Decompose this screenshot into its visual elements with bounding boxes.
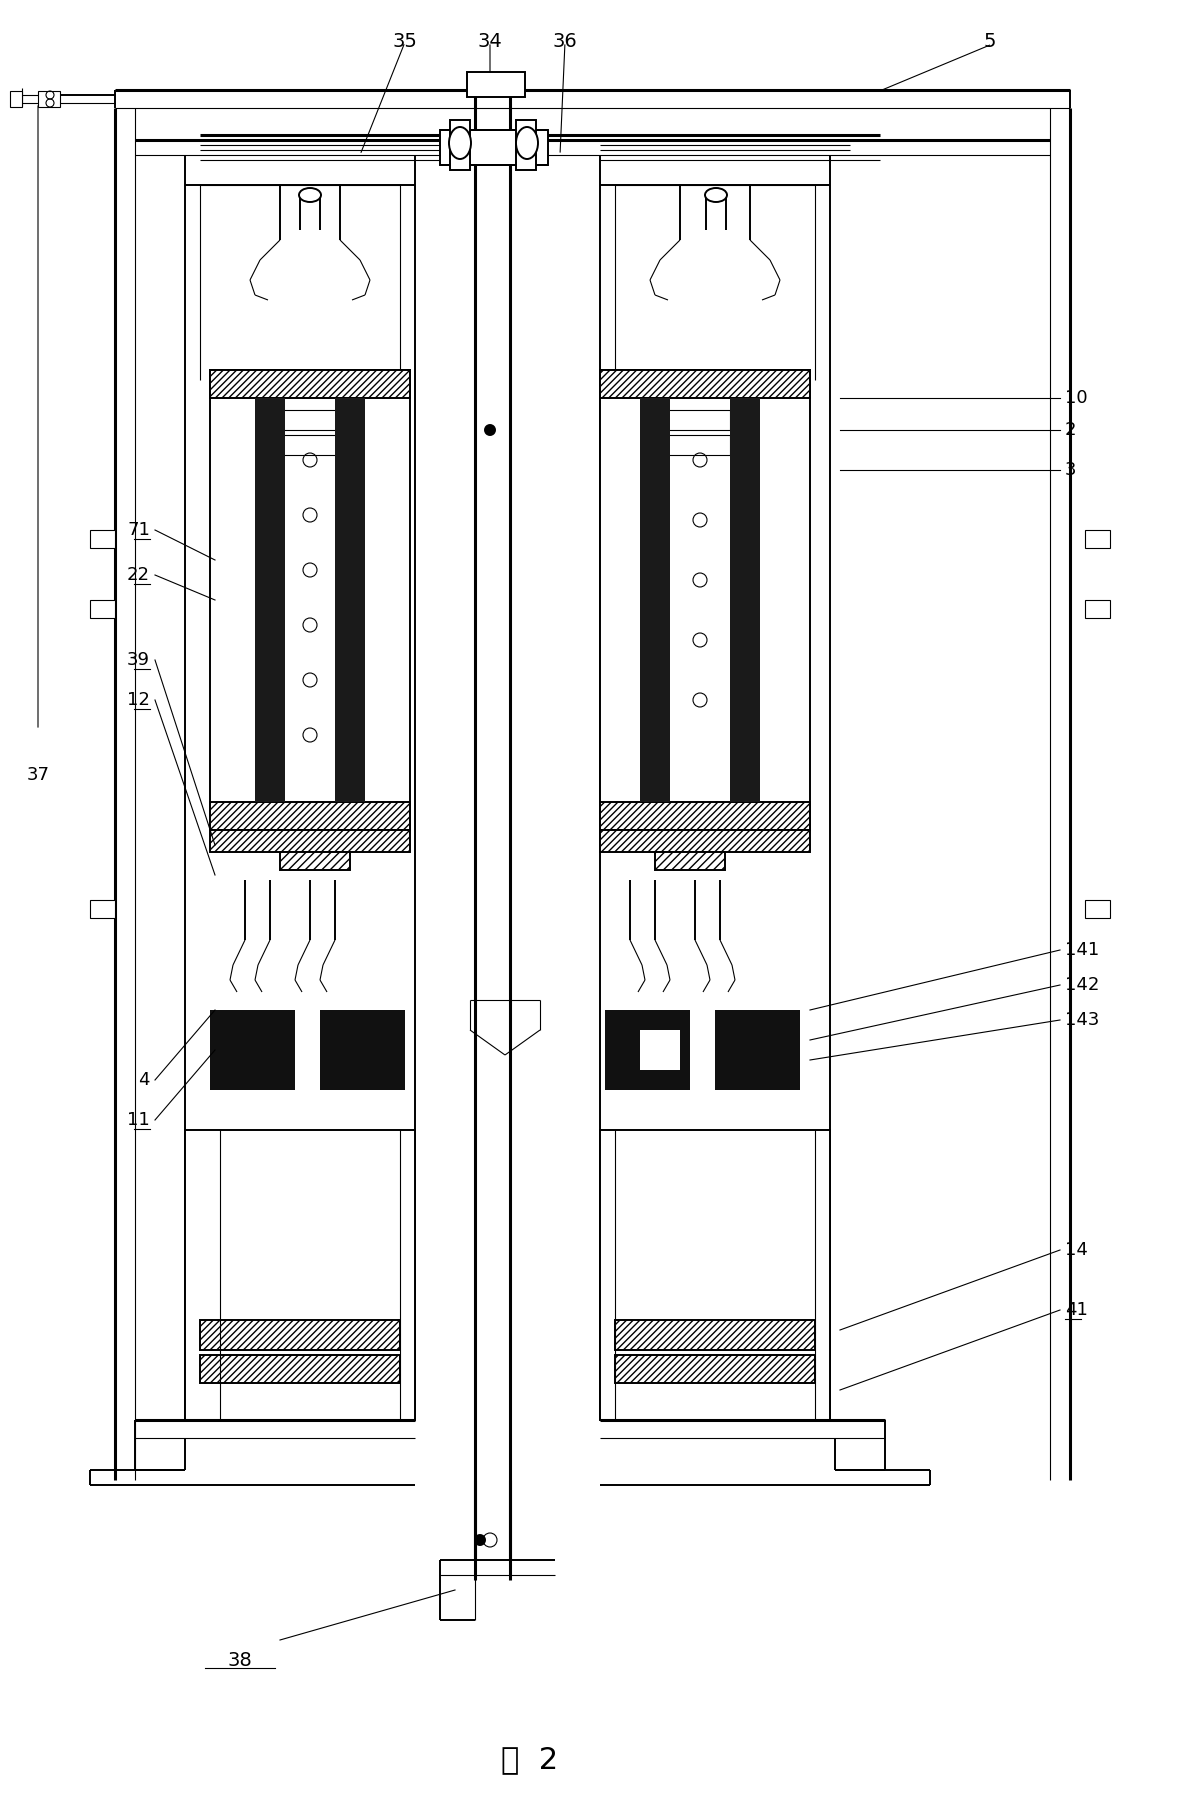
Bar — [655, 851, 725, 869]
Text: 142: 142 — [1066, 977, 1099, 993]
Bar — [210, 369, 410, 829]
Bar — [467, 73, 526, 96]
Circle shape — [475, 1535, 485, 1544]
Bar — [210, 369, 410, 398]
Text: 36: 36 — [553, 33, 577, 51]
Bar — [646, 1040, 674, 1062]
Bar — [616, 1321, 815, 1350]
Bar — [715, 1010, 800, 1090]
Text: 141: 141 — [1066, 940, 1099, 959]
Text: 39: 39 — [127, 651, 150, 669]
Bar — [10, 91, 22, 107]
Bar — [270, 435, 350, 455]
Bar — [90, 529, 115, 548]
Ellipse shape — [706, 187, 727, 202]
Bar — [90, 900, 115, 919]
Bar — [335, 398, 365, 802]
Bar — [256, 398, 286, 802]
Circle shape — [485, 426, 496, 435]
Bar — [200, 1355, 400, 1382]
Bar — [600, 1130, 830, 1421]
Bar — [600, 369, 810, 398]
Text: 5: 5 — [984, 33, 996, 51]
Ellipse shape — [449, 127, 470, 158]
Text: 22: 22 — [127, 566, 150, 584]
Bar — [450, 120, 470, 169]
Bar — [616, 1355, 815, 1382]
Bar — [280, 851, 350, 869]
Bar — [1085, 600, 1110, 618]
Bar — [210, 829, 410, 851]
Ellipse shape — [516, 127, 538, 158]
Bar — [730, 398, 760, 802]
Text: 71: 71 — [127, 520, 150, 538]
Bar — [640, 398, 670, 802]
Text: 37: 37 — [26, 766, 49, 784]
Bar — [640, 1030, 680, 1070]
Text: 12: 12 — [127, 691, 150, 709]
Bar — [1085, 529, 1110, 548]
Text: 11: 11 — [127, 1111, 150, 1130]
Text: 2: 2 — [1066, 420, 1076, 438]
Text: 10: 10 — [1066, 389, 1087, 407]
Text: 14: 14 — [1066, 1241, 1088, 1259]
Bar — [210, 1010, 295, 1090]
Bar — [650, 409, 730, 429]
Bar — [185, 1130, 415, 1421]
Ellipse shape — [299, 187, 322, 202]
Text: 34: 34 — [478, 33, 503, 51]
Bar — [650, 435, 730, 455]
Bar — [516, 120, 536, 169]
Bar — [605, 1010, 690, 1090]
Text: 35: 35 — [392, 33, 418, 51]
Bar — [600, 802, 810, 829]
Text: 41: 41 — [1066, 1301, 1088, 1319]
Bar — [1085, 900, 1110, 919]
Bar — [210, 802, 410, 829]
Bar — [600, 829, 810, 851]
Bar — [38, 91, 60, 107]
Bar — [90, 600, 115, 618]
Bar — [320, 1010, 406, 1090]
Bar — [440, 129, 548, 166]
Bar — [200, 1321, 400, 1350]
Text: 图  2: 图 2 — [502, 1746, 558, 1775]
Bar — [270, 409, 350, 429]
Text: 38: 38 — [228, 1650, 252, 1670]
Text: 3: 3 — [1066, 460, 1076, 478]
Bar — [640, 1030, 680, 1070]
Bar — [600, 369, 810, 829]
Text: 143: 143 — [1066, 1011, 1099, 1030]
Text: 4: 4 — [138, 1071, 150, 1090]
